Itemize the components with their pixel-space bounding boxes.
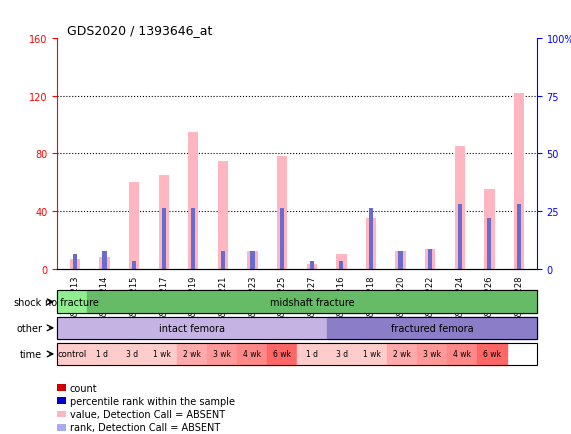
Bar [57,343,87,365]
Bar [428,249,432,269]
Bar [484,190,494,269]
Text: time: time [20,349,42,359]
Bar [357,343,387,365]
Bar [387,343,417,365]
Bar [455,147,465,269]
Bar [70,259,80,269]
Bar [132,262,136,269]
Bar [514,94,524,269]
Text: 2 wk: 2 wk [183,350,201,358]
Bar [87,343,117,365]
Text: rank, Detection Call = ABSENT: rank, Detection Call = ABSENT [70,422,220,432]
Text: percentile rank within the sample: percentile rank within the sample [70,396,235,406]
Bar [369,209,373,269]
Bar [73,255,77,269]
Text: 4 wk: 4 wk [453,350,471,358]
Text: GDS2020 / 1393646_at: GDS2020 / 1393646_at [67,23,212,36]
Text: 3 wk: 3 wk [423,350,441,358]
Text: other: other [16,323,42,333]
Bar [207,343,237,365]
Text: 6 wk: 6 wk [482,350,501,358]
Text: midshaft fracture: midshaft fracture [270,297,354,307]
Text: 2 wk: 2 wk [393,350,411,358]
Text: 3 d: 3 d [126,350,138,358]
Bar [487,219,492,269]
Text: 4 wk: 4 wk [243,350,261,358]
Bar [191,209,195,269]
Text: 3 wk: 3 wk [213,350,231,358]
Bar [267,343,297,365]
Bar [177,343,207,365]
Bar [309,262,314,269]
Text: 1 wk: 1 wk [363,350,381,358]
Text: shock: shock [14,297,42,307]
Bar [221,252,225,269]
Text: 6 wk: 6 wk [273,350,291,358]
Bar [147,343,177,365]
Bar [162,209,166,269]
Bar [159,176,169,269]
Text: 1 d: 1 d [306,350,318,358]
Text: count: count [70,383,97,393]
Bar [517,204,521,269]
Bar [218,161,228,269]
Text: fractured femora: fractured femora [391,323,473,333]
Bar [102,252,107,269]
Bar [336,255,347,269]
Bar [251,252,255,269]
Text: 1 d: 1 d [96,350,108,358]
Text: intact femora: intact femora [159,323,225,333]
Bar [327,317,537,339]
Bar [395,252,406,269]
Bar [247,252,258,269]
Bar [477,343,507,365]
Bar [277,157,287,269]
Bar [339,262,343,269]
Bar [399,252,403,269]
Bar [117,343,147,365]
Bar [327,343,357,365]
Bar [458,204,462,269]
Text: no fracture: no fracture [45,297,99,307]
Bar [237,343,267,365]
Text: 1 wk: 1 wk [153,350,171,358]
Bar [417,343,447,365]
Bar [447,343,477,365]
Bar [280,209,284,269]
Bar [129,183,139,269]
Bar [188,132,199,269]
Text: 3 d: 3 d [336,350,348,358]
Text: value, Detection Call = ABSENT: value, Detection Call = ABSENT [70,409,225,419]
Text: control: control [58,350,87,358]
Bar [425,249,435,269]
Bar [99,257,110,269]
Bar [57,291,87,313]
Bar [307,265,317,269]
Bar [297,343,327,365]
Bar [366,219,376,269]
Bar [57,317,327,339]
